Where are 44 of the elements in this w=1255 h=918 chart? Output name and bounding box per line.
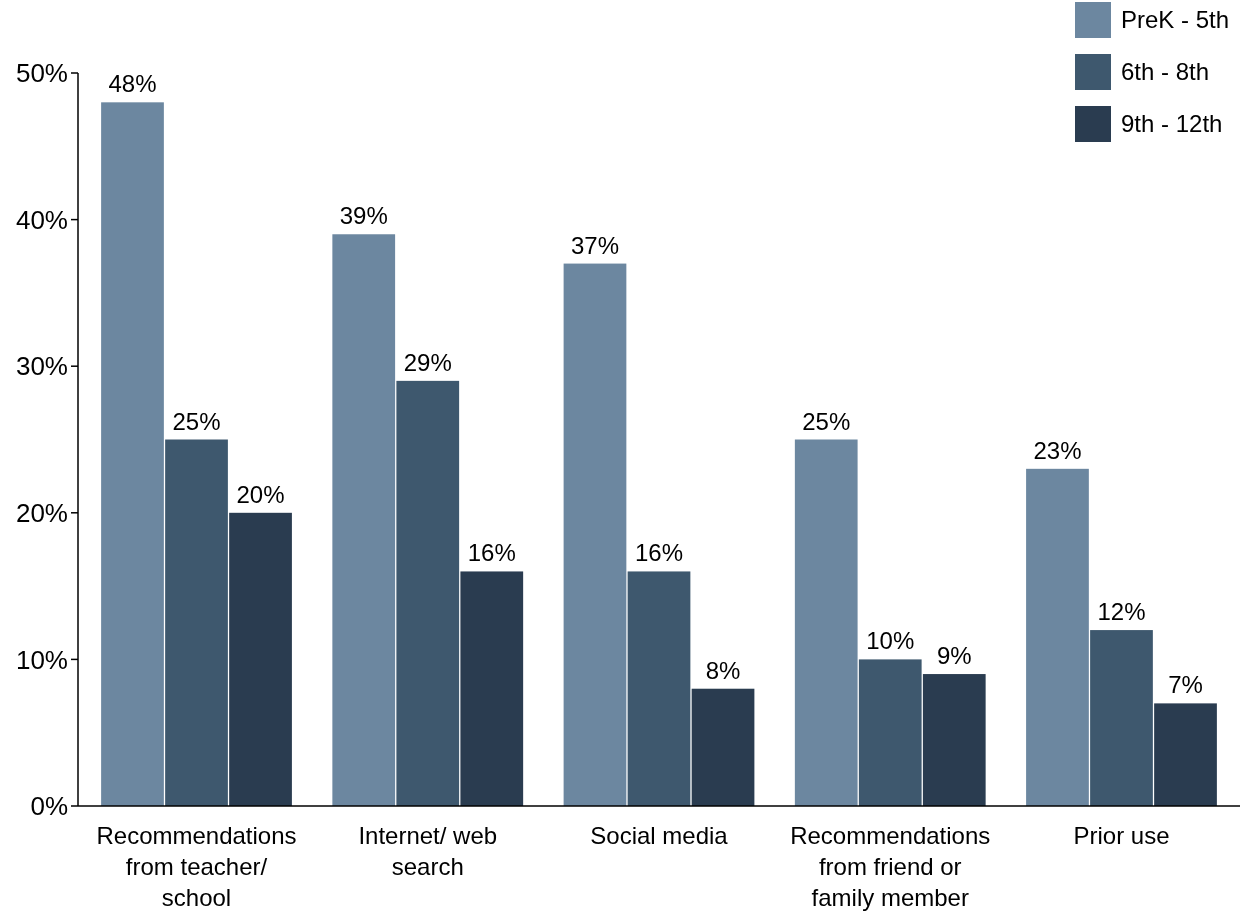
y-tick-label: 0%	[30, 791, 68, 822]
x-tick-label: Recommendations from friend or family member	[790, 822, 991, 911]
data-label: 25%	[802, 407, 851, 435]
bar	[691, 688, 755, 806]
data-label: 10%	[866, 627, 915, 655]
data-label: 16%	[467, 539, 516, 567]
legend-label: 9th - 12th	[1121, 110, 1223, 138]
data-label: 29%	[403, 348, 452, 376]
bar	[563, 263, 627, 806]
y-tick-label: 40%	[15, 204, 68, 235]
y-tick-label: 50%	[15, 58, 68, 89]
x-tick-label: Prior use	[1073, 822, 1170, 849]
bar	[922, 674, 986, 806]
data-label: 23%	[1033, 436, 1082, 464]
data-label: 37%	[570, 231, 619, 259]
bar	[332, 234, 396, 806]
x-tick-label: Internet/ web search	[358, 822, 498, 880]
bar	[858, 659, 922, 806]
x-tick-label: Social media	[590, 822, 729, 849]
bar	[396, 380, 460, 806]
data-label: 25%	[172, 407, 221, 435]
bar	[627, 571, 691, 806]
data-label: 48%	[108, 70, 157, 98]
data-label: 12%	[1097, 598, 1146, 626]
y-tick-label: 10%	[15, 644, 68, 675]
bar	[1026, 468, 1089, 806]
data-label: 9%	[936, 642, 972, 670]
x-tick-label: Recommendations from teacher/ school	[96, 822, 297, 911]
bar	[101, 102, 164, 806]
legend-label: PreK - 5th	[1121, 6, 1230, 34]
bar	[460, 571, 524, 806]
bar	[165, 439, 228, 806]
y-tick-label: 20%	[15, 497, 68, 528]
bar	[794, 439, 858, 806]
data-label: 7%	[1168, 671, 1203, 699]
data-label: 39%	[339, 202, 388, 230]
y-tick-label: 30%	[15, 351, 68, 382]
bar	[1154, 703, 1217, 806]
legend-label: 6th - 8th	[1121, 58, 1210, 86]
data-label: 8%	[705, 656, 741, 684]
bar	[229, 512, 292, 806]
data-label: 16%	[634, 539, 684, 567]
bar	[1090, 630, 1153, 806]
data-label: 20%	[236, 480, 285, 508]
